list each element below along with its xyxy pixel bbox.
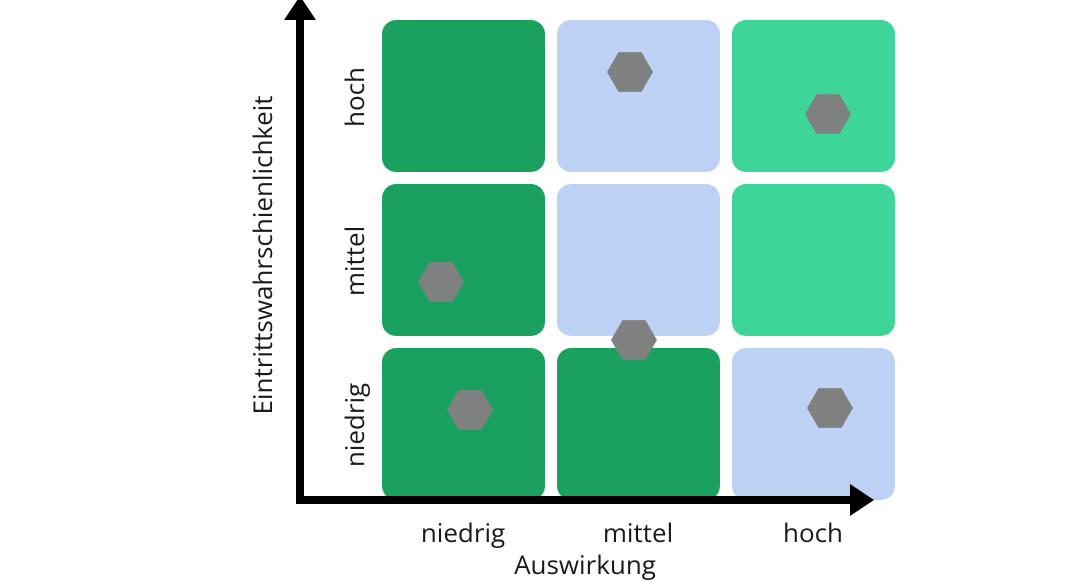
risk-marker bbox=[418, 259, 464, 305]
y-axis-arrow-icon bbox=[284, 0, 316, 20]
x-tick-label: hoch bbox=[733, 514, 893, 550]
y-axis bbox=[296, 16, 304, 504]
x-tick-label: mittel bbox=[558, 514, 718, 550]
risk-marker bbox=[607, 49, 653, 95]
y-tick-label: mittel bbox=[336, 181, 372, 341]
x-axis-arrow-icon bbox=[850, 484, 874, 516]
risk-marker bbox=[611, 317, 657, 363]
matrix-cell bbox=[732, 184, 895, 336]
matrix-cell bbox=[557, 348, 720, 500]
matrix-cell bbox=[557, 184, 720, 336]
y-tick-label: niedrig bbox=[336, 345, 372, 505]
y-axis-title: Eintrittswahrschienlichkeit bbox=[244, 75, 280, 435]
risk-marker bbox=[805, 91, 851, 137]
x-axis-title: Auswirkung bbox=[435, 546, 735, 582]
matrix-cell bbox=[557, 20, 720, 172]
y-tick-label: hoch bbox=[336, 17, 372, 177]
x-tick-label: niedrig bbox=[383, 514, 543, 550]
x-axis bbox=[296, 496, 854, 504]
risk-marker bbox=[447, 387, 493, 433]
matrix-cell bbox=[382, 20, 545, 172]
risk-marker bbox=[807, 385, 853, 431]
risk-matrix-chart: Eintrittswahrschienlichkeit Auswirkung n… bbox=[0, 0, 1084, 576]
